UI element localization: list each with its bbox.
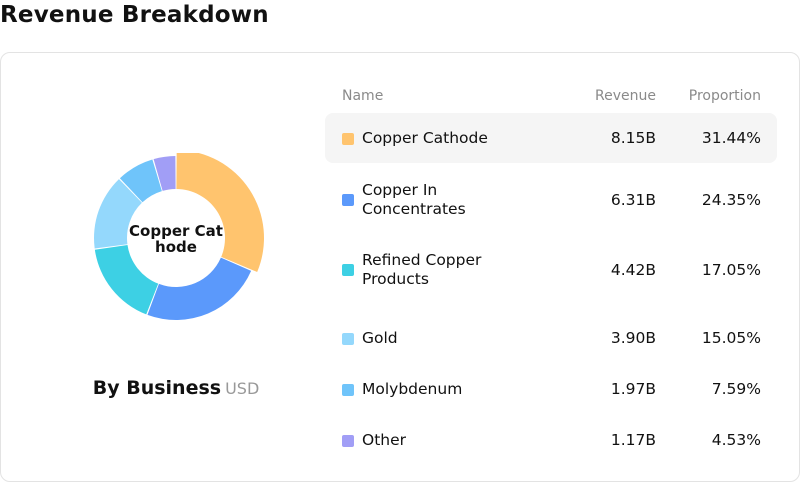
chart-caption: By Business USD xyxy=(1,377,351,399)
column-header-name: Name xyxy=(342,88,384,104)
column-header-revenue: Revenue xyxy=(595,88,656,104)
table-row[interactable]: Copper Cathode 8.15B 31.44% xyxy=(325,113,777,163)
legend-swatch xyxy=(342,333,354,345)
row-proportion: 4.53% xyxy=(711,431,761,449)
page-title: Revenue Breakdown xyxy=(0,2,269,28)
row-name: Gold xyxy=(362,329,398,347)
row-revenue: 1.17B xyxy=(610,431,656,449)
donut-chart: Copper Cathode xyxy=(91,153,271,333)
row-revenue: 4.42B xyxy=(610,261,656,279)
row-proportion: 17.05% xyxy=(701,261,761,279)
donut-slice-other[interactable] xyxy=(153,156,176,191)
legend-swatch xyxy=(342,133,354,145)
row-proportion: 24.35% xyxy=(701,191,761,209)
row-revenue: 8.15B xyxy=(610,129,656,147)
table-row[interactable]: Other 1.17B 4.53% xyxy=(325,415,777,465)
row-name: Other xyxy=(362,431,407,449)
table-row[interactable]: Copper In Concentrates 6.31B 24.35% xyxy=(325,173,777,227)
breakdown-table: Name Revenue Proportion Copper Cathode 8… xyxy=(325,53,777,481)
row-name: Molybdenum xyxy=(362,380,463,398)
chart-caption-unit: USD xyxy=(225,379,260,398)
table-row[interactable]: Molybdenum 1.97B 7.59% xyxy=(325,364,777,414)
legend-swatch xyxy=(342,264,354,276)
donut-slice-molybdenum[interactable] xyxy=(119,159,162,203)
revenue-card: Copper Cathode By Business USD Name Reven… xyxy=(0,52,800,482)
chart-caption-title: By Business xyxy=(92,377,222,399)
donut-slice-copper-cathode[interactable] xyxy=(176,153,264,272)
row-name: Refined Copper Products xyxy=(362,251,482,288)
donut-svg xyxy=(94,153,264,320)
row-revenue: 1.97B xyxy=(610,380,656,398)
table-row[interactable]: Gold 3.90B 15.05% xyxy=(325,313,777,363)
donut-center-label: Copper Cathode xyxy=(129,222,223,256)
row-proportion: 31.44% xyxy=(701,129,761,147)
donut-slice-gold[interactable] xyxy=(94,179,142,249)
row-proportion: 7.59% xyxy=(711,380,761,398)
table-row[interactable]: Refined Copper Products 4.42B 17.05% xyxy=(325,243,777,297)
legend-swatch xyxy=(342,384,354,396)
donut-slice-refined-copper-products[interactable] xyxy=(94,245,159,315)
row-name: Copper Cathode xyxy=(362,129,488,147)
legend-swatch xyxy=(342,194,354,206)
column-header-proportion: Proportion xyxy=(688,88,761,104)
legend-swatch xyxy=(342,435,354,447)
row-name: Copper In Concentrates xyxy=(362,181,466,218)
row-revenue: 6.31B xyxy=(610,191,656,209)
row-revenue: 3.90B xyxy=(610,329,656,347)
row-proportion: 15.05% xyxy=(701,329,761,347)
donut-slice-copper-in-concentrates[interactable] xyxy=(147,257,252,320)
